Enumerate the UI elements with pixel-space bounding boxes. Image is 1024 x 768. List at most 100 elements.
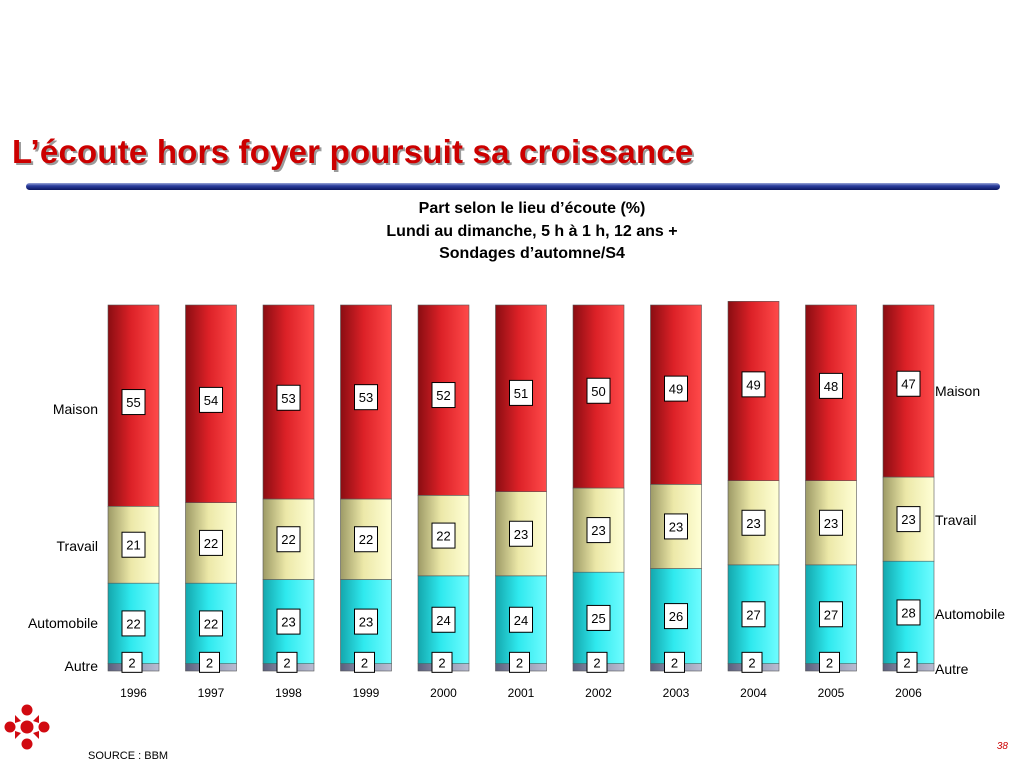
- label-box-maison-2004: [741, 371, 766, 398]
- label-box-travail-1996: [121, 531, 146, 558]
- label-box-maison-2002: [586, 377, 611, 404]
- label-box-automobile-2005: [819, 601, 843, 628]
- label-box-automobile-2003: [664, 603, 688, 630]
- data-label-autre-2006: 2: [903, 655, 910, 670]
- label-box-maison-1998: [276, 384, 301, 411]
- source-note: SOURCE : BBM: [88, 750, 169, 762]
- data-label-autre-2002: 2: [593, 655, 600, 670]
- label-box-maison-2005: [819, 372, 843, 399]
- label-box-autre-2000: [431, 651, 453, 673]
- data-label-maison-2001: 51: [514, 386, 528, 401]
- label-box-automobile-2000: [431, 606, 456, 633]
- data-label-travail-2005: 23: [824, 516, 838, 531]
- label-box-autre-1999: [354, 651, 375, 673]
- data-label-automobile-2003: 26: [669, 609, 683, 624]
- data-label-automobile-2000: 24: [436, 613, 450, 628]
- slide-title: L’écoute hors foyer poursuit sa croissan…: [12, 133, 694, 170]
- label-box-travail-2006: [896, 506, 921, 533]
- label-box-autre-2005: [819, 651, 840, 673]
- series-labels: Maison Travail Automobile Autre Maison Travai…: [28, 383, 1005, 677]
- data-label-autre-2001: 2: [516, 655, 523, 670]
- label-box-travail-2005: [819, 509, 843, 536]
- data-label-autre-1996: 2: [128, 655, 135, 670]
- data-label-automobile-2006: 28: [901, 605, 915, 620]
- data-label-travail-1997: 22: [204, 536, 218, 551]
- label-box-autre-2006: [896, 651, 918, 673]
- subtitle-line-1: Part selon le lieu d’écoute (%): [418, 200, 646, 217]
- label-box-travail-1997: [199, 529, 223, 556]
- label-box-automobile-1996: [121, 610, 146, 637]
- data-label-maison-2004: 49: [746, 377, 760, 392]
- label-box-autre-1996: [121, 651, 143, 673]
- data-label-travail-1996: 21: [126, 538, 140, 553]
- data-label-autre-2005: 2: [826, 655, 833, 670]
- label-box-travail-2004: [741, 509, 766, 536]
- data-label-maison-2006: 47: [901, 377, 915, 392]
- data-label-travail-2006: 23: [901, 512, 915, 527]
- label-box-automobile-2001: [509, 606, 533, 633]
- label-box-autre-2004: [741, 651, 763, 673]
- data-label-travail-1999: 22: [359, 532, 373, 547]
- label-box-maison-2006: [896, 370, 921, 397]
- label-box-autre-1998: [276, 651, 298, 673]
- legend-left-travail: Travail: [57, 538, 99, 554]
- data-label-automobile-1996: 22: [126, 616, 140, 631]
- label-box-autre-1997: [199, 651, 220, 673]
- data-label-travail-2003: 23: [669, 519, 683, 534]
- x-tick-2005: 2005: [818, 686, 845, 700]
- data-label-travail-2001: 23: [514, 527, 528, 542]
- data-label-travail-2000: 22: [436, 529, 450, 544]
- legend-right-maison: Maison: [935, 383, 980, 399]
- label-box-travail-2000: [431, 522, 456, 549]
- label-box-autre-2003: [664, 651, 685, 673]
- label-box-travail-2002: [586, 517, 611, 544]
- title-rule: [26, 183, 1000, 190]
- data-label-automobile-1999: 23: [359, 615, 373, 630]
- x-tick-1999: 1999: [353, 686, 380, 700]
- data-label-automobile-1997: 22: [204, 616, 218, 631]
- x-tick-1996: 1996: [120, 686, 147, 700]
- page-number: 38: [996, 741, 1008, 752]
- x-tick-1997: 1997: [198, 686, 225, 700]
- data-label-maison-1999: 53: [359, 390, 373, 405]
- data-label-maison-2003: 49: [669, 382, 683, 397]
- label-box-maison-2003: [664, 375, 688, 402]
- data-label-automobile-2001: 24: [514, 613, 528, 628]
- data-label-autre-2000: 2: [438, 655, 445, 670]
- data-label-travail-2002: 23: [591, 523, 605, 538]
- label-box-maison-2000: [431, 382, 456, 409]
- cbc-radio-canada-logo-icon: [4, 704, 50, 750]
- data-label-autre-2004: 2: [748, 655, 755, 670]
- label-box-maison-1997: [199, 386, 223, 413]
- label-box-maison-2001: [509, 379, 533, 406]
- data-label-maison-2002: 50: [591, 384, 605, 399]
- legend-right-travail: Travail: [935, 512, 977, 528]
- data-label-maison-2000: 52: [436, 388, 450, 403]
- chart-subtitle: Part selon le lieu d’écoute (%) Lundi au…: [232, 198, 832, 266]
- data-label-travail-1998: 22: [281, 532, 295, 547]
- legend-left-maison: Maison: [53, 401, 98, 417]
- data-label-travail-2004: 23: [746, 516, 760, 531]
- data-label-autre-1998: 2: [283, 655, 290, 670]
- x-tick-1998: 1998: [275, 686, 302, 700]
- value-labels-layer: 2222155222225422322532232253224225222423…: [121, 370, 921, 673]
- data-label-automobile-2005: 27: [824, 607, 838, 622]
- data-label-automobile-2002: 25: [591, 611, 605, 626]
- legend-left-automobile: Automobile: [28, 615, 98, 631]
- data-label-maison-1997: 54: [204, 393, 218, 408]
- data-label-autre-1999: 2: [361, 655, 368, 670]
- data-label-maison-2005: 48: [824, 379, 838, 394]
- data-label-maison-1996: 55: [126, 395, 140, 410]
- data-label-maison-1998: 53: [281, 391, 295, 406]
- data-label-autre-2003: 2: [671, 655, 678, 670]
- label-box-travail-2003: [664, 513, 688, 540]
- label-box-travail-2001: [509, 520, 533, 547]
- data-label-automobile-2004: 27: [746, 607, 760, 622]
- label-box-automobile-1997: [199, 610, 223, 637]
- subtitle-line-2: Lundi au dimanche, 5 h à 1 h, 12 ans +: [386, 222, 678, 240]
- label-box-maison-1999: [354, 384, 378, 411]
- data-label-autre-1997: 2: [206, 655, 213, 670]
- data-label-automobile-1998: 23: [281, 615, 295, 630]
- x-axis: 1996 1997 1998 1999 2000 2001 2002 2003 2004 2005…: [120, 686, 922, 700]
